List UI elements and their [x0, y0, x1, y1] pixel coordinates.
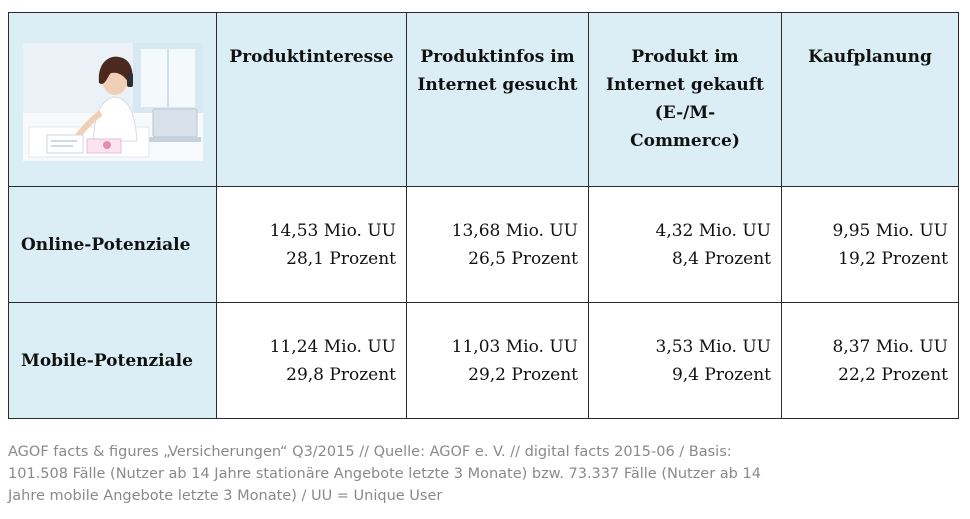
row-label-mobile: Mobile-Potenziale: [8, 302, 217, 419]
value-percent: 19,2 Prozent: [838, 248, 948, 269]
value-percent: 29,2 Prozent: [468, 364, 578, 385]
row-label-online: Online-Potenziale: [8, 186, 217, 303]
header-image-cell: [8, 12, 217, 187]
table-row: Mobile-Potenziale 11,24 Mio. UU 29,8 Pro…: [8, 302, 959, 419]
value-percent: 9,4 Prozent: [671, 364, 771, 385]
value-percent: 29,8 Prozent: [286, 364, 396, 385]
table-row: Online-Potenziale 14,53 Mio. UU 28,1 Pro…: [8, 186, 959, 303]
value-cell: 14,53 Mio. UU 28,1 Prozent: [216, 186, 407, 303]
header-line: Produktinteresse: [229, 47, 394, 67]
value-percent: 28,1 Prozent: [286, 248, 396, 269]
footnote-line: 101.508 Fälle (Nutzer ab 14 Jahre statio…: [8, 466, 761, 482]
value-percent: 26,5 Prozent: [468, 248, 578, 269]
value-percent: 8,4 Prozent: [671, 248, 771, 269]
header-produktinfos: Produktinfos im Internet gesucht: [406, 12, 589, 187]
value-uu: 13,68 Mio. UU: [451, 220, 578, 241]
header-produkt-gekauft: Produkt im Internet gekauft (E-/M- Comme…: [588, 12, 782, 187]
header-line: Produktinfos im: [420, 47, 575, 67]
header-produktinteresse: Produktinteresse: [216, 12, 407, 187]
value-cell: 4,32 Mio. UU 8,4 Prozent: [588, 186, 782, 303]
footnote-line: AGOF facts & figures „Versicherungen“ Q3…: [8, 444, 732, 460]
source-footnote: AGOF facts & figures „Versicherungen“ Q3…: [8, 441, 958, 507]
value-cell: 11,03 Mio. UU 29,2 Prozent: [406, 302, 589, 419]
value-uu: 8,37 Mio. UU: [832, 336, 949, 357]
header-line: (E-/M-: [654, 103, 716, 123]
footnote-line: Jahre mobile Angebote letzte 3 Monate) /…: [8, 488, 443, 504]
header-kaufplanung: Kaufplanung: [781, 12, 959, 187]
value-percent: 22,2 Prozent: [838, 364, 948, 385]
value-cell: 3,53 Mio. UU 9,4 Prozent: [588, 302, 782, 419]
header-line: Produkt im: [631, 47, 739, 67]
value-uu: 4,32 Mio. UU: [655, 220, 772, 241]
header-line: Commerce): [630, 131, 740, 151]
value-cell: 9,95 Mio. UU 19,2 Prozent: [781, 186, 959, 303]
value-uu: 11,03 Mio. UU: [451, 336, 578, 357]
value-cell: 11,24 Mio. UU 29,8 Prozent: [216, 302, 407, 419]
data-table: Produktinteresse Produktinfos im Interne…: [8, 12, 959, 419]
value-cell: 8,37 Mio. UU 22,2 Prozent: [781, 302, 959, 419]
value-uu: 3,53 Mio. UU: [655, 336, 772, 357]
header-line: Internet gesucht: [417, 75, 578, 95]
header-line: Internet gekauft: [606, 75, 764, 95]
woman-on-phone-image: [23, 43, 203, 161]
value-uu: 9,95 Mio. UU: [832, 220, 949, 241]
value-uu: 14,53 Mio. UU: [269, 220, 396, 241]
value-cell: 13,68 Mio. UU 26,5 Prozent: [406, 186, 589, 303]
header-line: Kaufplanung: [808, 47, 932, 67]
value-uu: 11,24 Mio. UU: [269, 336, 396, 357]
